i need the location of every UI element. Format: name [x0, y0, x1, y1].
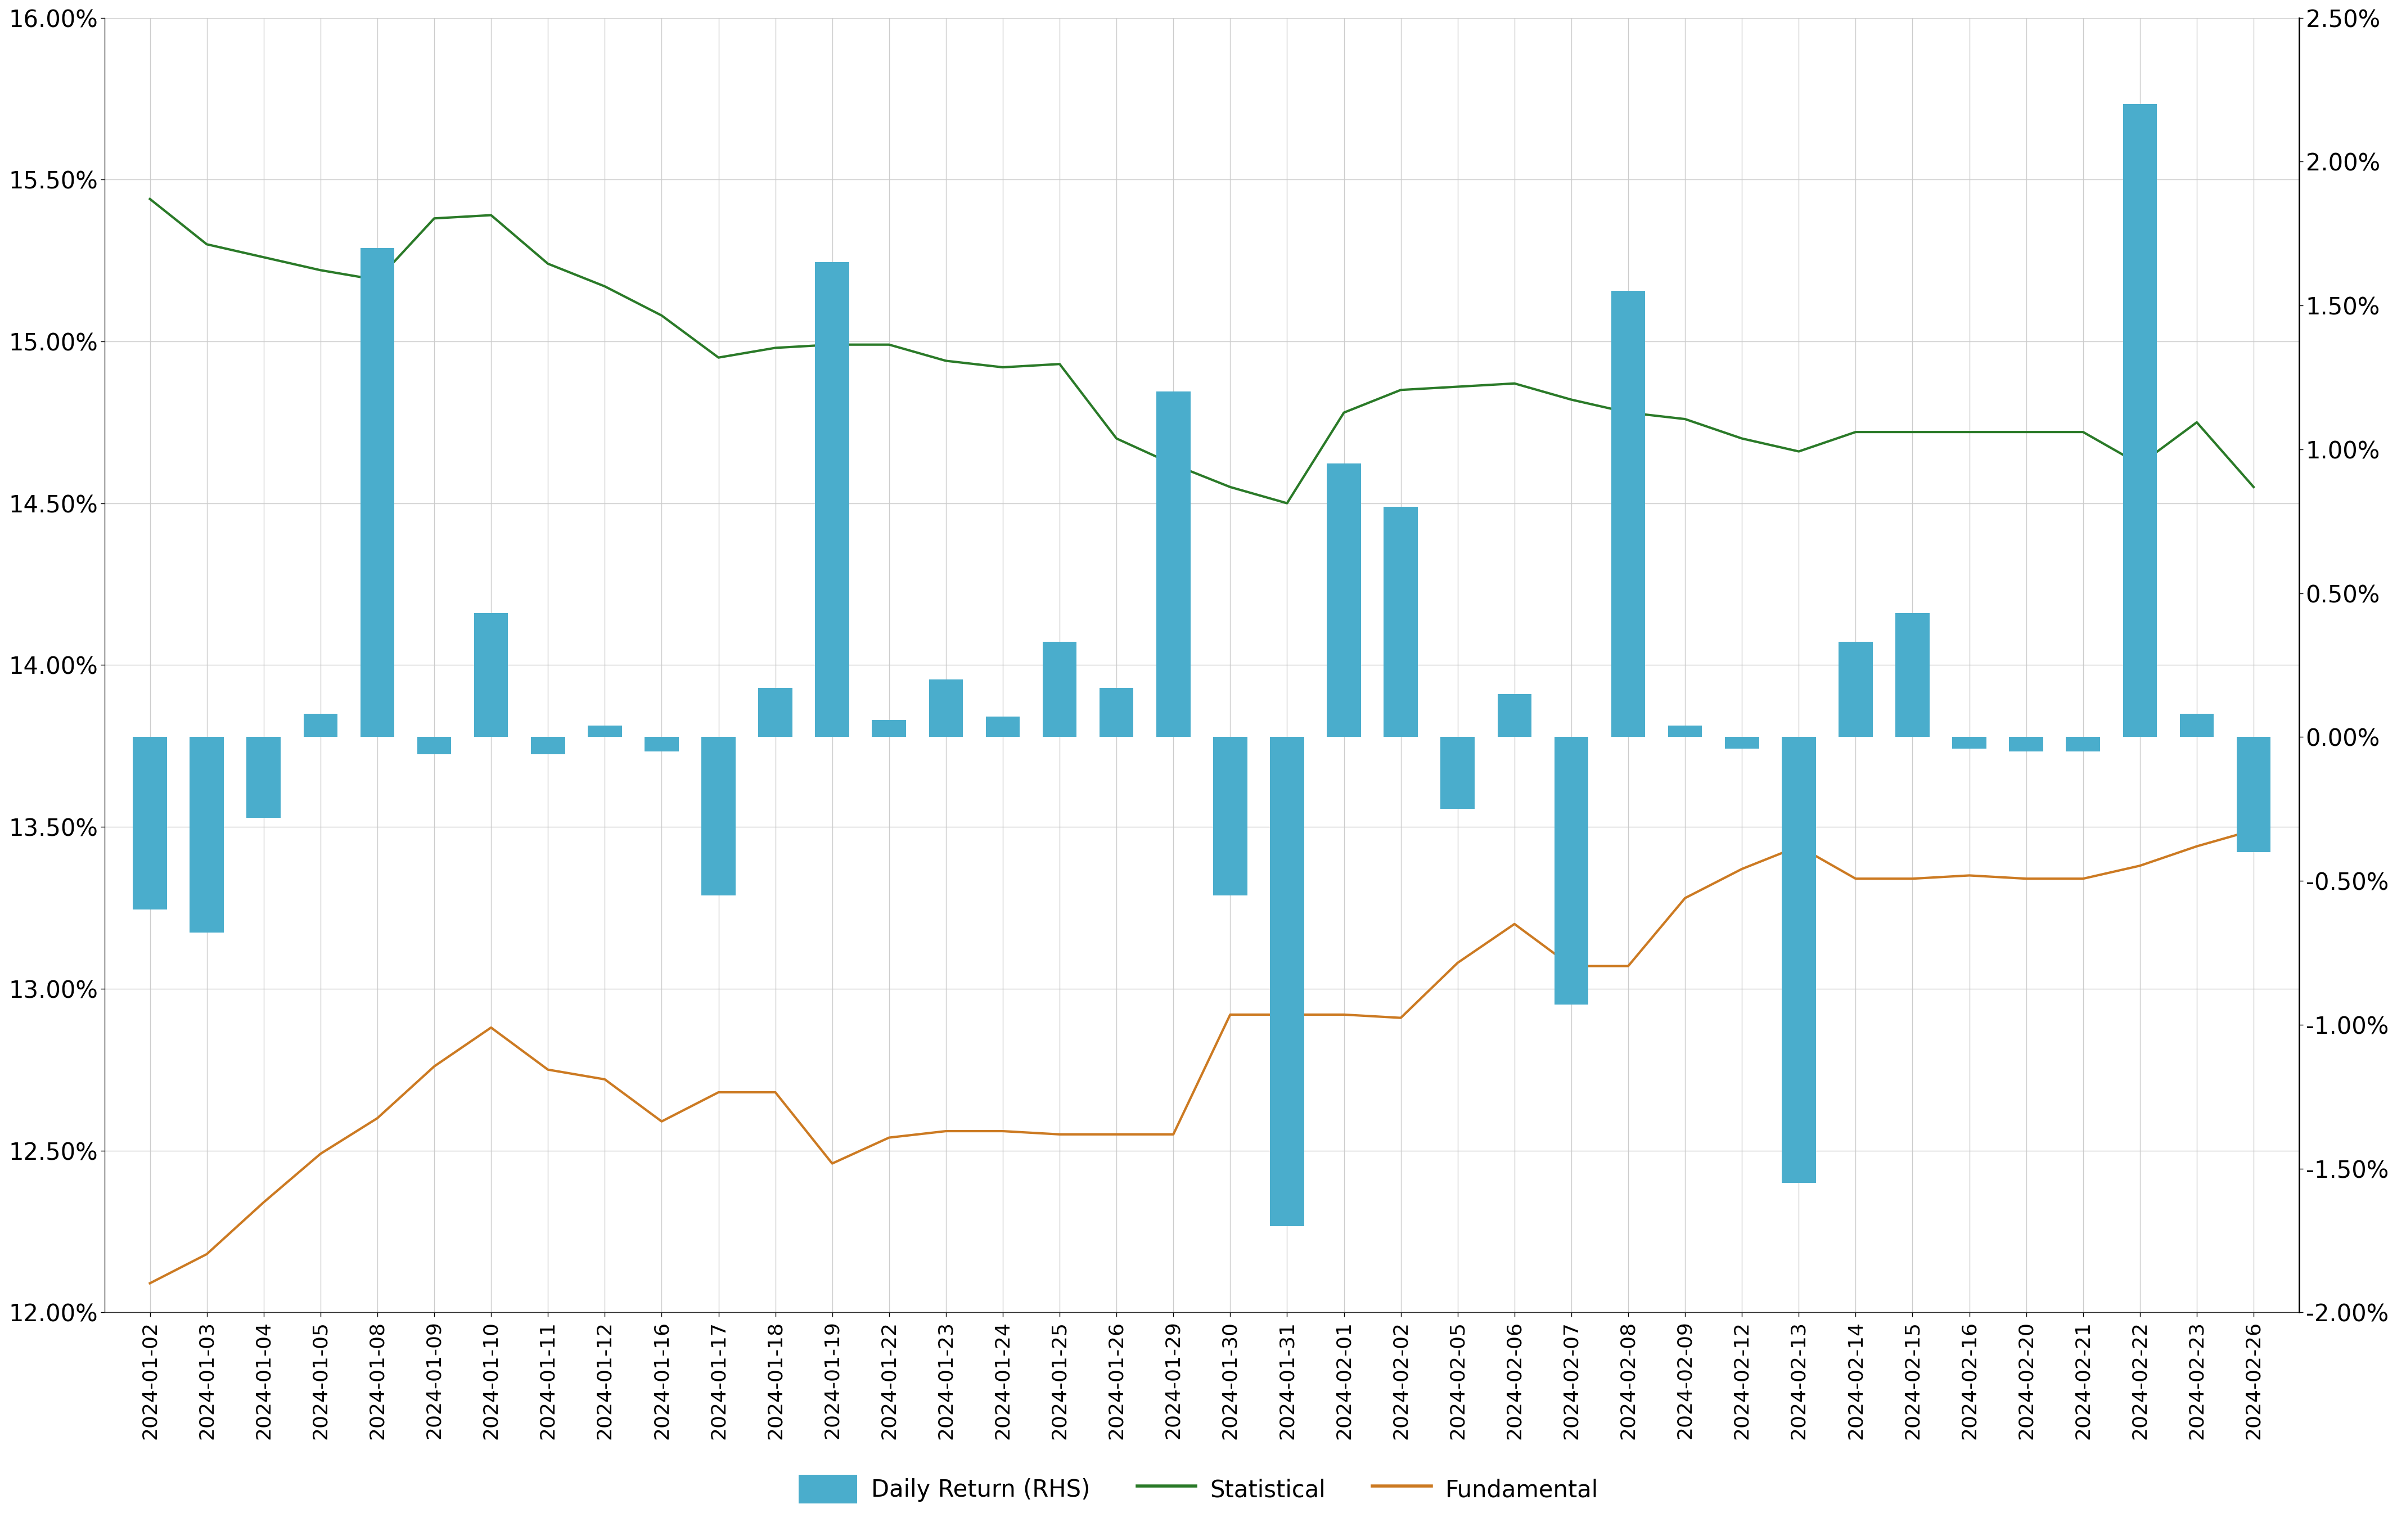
Bar: [304, 715, 338, 738]
Bar: [985, 716, 1019, 738]
Bar: [757, 688, 793, 738]
Bar: [1611, 291, 1644, 738]
Bar: [1498, 695, 1532, 738]
Bar: [1951, 738, 1987, 748]
Bar: [2124, 105, 2157, 738]
Bar: [1838, 642, 1872, 738]
Bar: [1100, 688, 1134, 738]
Bar: [873, 719, 906, 738]
Bar: [2066, 738, 2100, 752]
Bar: [1383, 507, 1419, 738]
Bar: [360, 248, 396, 738]
Bar: [2236, 738, 2270, 852]
Bar: [587, 725, 621, 738]
Bar: [1270, 738, 1304, 1226]
Bar: [1553, 738, 1589, 1004]
Bar: [1896, 613, 1930, 738]
Bar: [475, 613, 508, 738]
Bar: [1668, 725, 1702, 738]
Bar: [247, 738, 280, 818]
Bar: [1213, 738, 1246, 895]
Bar: [530, 738, 566, 755]
Bar: [1328, 464, 1361, 738]
Bar: [1441, 738, 1474, 809]
Bar: [815, 262, 849, 738]
Bar: [1781, 738, 1817, 1183]
Bar: [2009, 738, 2042, 752]
Bar: [1155, 391, 1191, 738]
Bar: [2179, 715, 2215, 738]
Bar: [132, 738, 168, 910]
Bar: [645, 738, 678, 752]
Bar: [189, 738, 223, 933]
Bar: [1043, 642, 1076, 738]
Bar: [930, 679, 964, 738]
Bar: [417, 738, 451, 755]
Legend: Daily Return (RHS), Statistical, Fundamental: Daily Return (RHS), Statistical, Fundame…: [789, 1466, 1608, 1512]
Bar: [702, 738, 736, 895]
Bar: [1726, 738, 1759, 748]
